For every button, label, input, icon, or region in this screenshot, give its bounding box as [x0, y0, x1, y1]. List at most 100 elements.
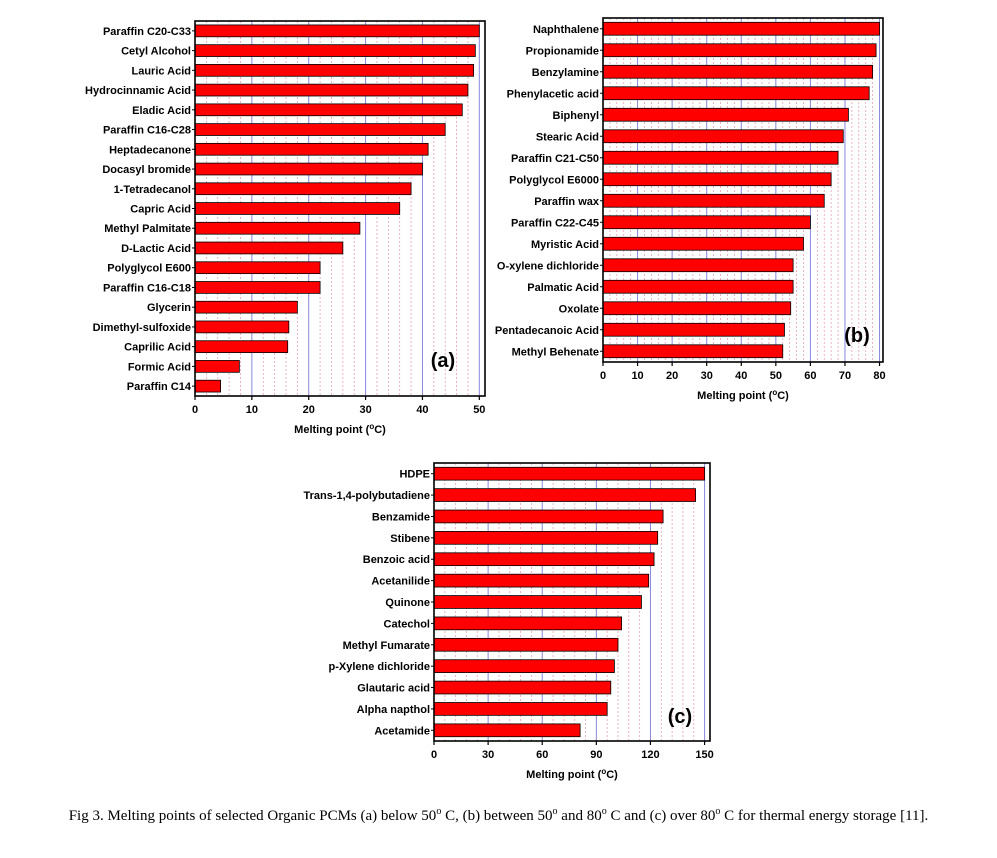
- chart-a-category-label: Formic Acid: [128, 361, 191, 373]
- chart-b-bar: [602, 172, 832, 187]
- chart-a-category-label: Eladic Acid: [132, 105, 191, 117]
- chart-b-panel-label: (b): [844, 325, 870, 347]
- chart-c-bar: [433, 466, 705, 481]
- chart-c-melting-over-80: HDPE Trans-1,4-polybutadiene Benzamide Stib…: [303, 462, 714, 781]
- chart-c-category-label: Trans-1,4-polybutadiene: [303, 490, 430, 502]
- chart-a-plot-frame: [194, 20, 486, 397]
- chart-c-bar: [433, 573, 650, 588]
- chart-b-category-label: Methyl Behenate: [512, 346, 599, 358]
- chart-c-x-tick-label: 30: [482, 749, 494, 761]
- chart-a-category-label: Hydrocinnamic Acid: [85, 85, 191, 97]
- chart-c-bar: [433, 702, 608, 716]
- chart-b-x-tick-label: 40: [735, 370, 747, 382]
- chart-a-bar: [194, 162, 423, 176]
- chart-b-bar: [602, 21, 880, 36]
- chart-a-category-label: Paraffin C14: [127, 381, 192, 393]
- chart-b-category-label: Naphthalene: [533, 24, 599, 36]
- chart-b-category-label: Myristic Acid: [531, 239, 599, 251]
- caption-text-5: C for thermal energy storage [11].: [720, 808, 929, 824]
- chart-a-category-label: Caprilic Acid: [124, 342, 191, 354]
- chart-a-bar: [194, 182, 412, 196]
- chart-b-category-label: Polyglycol E6000: [509, 174, 599, 186]
- chart-a-x-tick-label: 20: [303, 404, 315, 416]
- chart-b-category-label: Benzylamine: [532, 67, 599, 79]
- chart-b-category-label: Propionamide: [526, 45, 599, 57]
- chart-b-category-label: Pentadecanoic Acid: [495, 325, 599, 337]
- chart-c-category-label: Stibene: [390, 533, 430, 545]
- chart-c-panel-label: (c): [668, 706, 692, 728]
- chart-a-category-label: Lauric Acid: [132, 65, 192, 77]
- chart-a-x-tick-label: 30: [359, 404, 371, 416]
- chart-a-x-tick-label: 50: [473, 404, 485, 416]
- chart-a-category-label: Polyglycol E600: [107, 263, 191, 275]
- chart-c-category-label: Acetamide: [374, 725, 430, 737]
- chart-c-x-tick-label: 0: [431, 749, 437, 761]
- chart-a-bar: [194, 320, 290, 334]
- chart-c-bar: [433, 531, 659, 545]
- chart-b-category-label: Biphenyl: [553, 110, 599, 122]
- chart-c-x-tick-label: 60: [536, 749, 548, 761]
- chart-b-x-tick-label: 80: [873, 370, 885, 382]
- chart-b-x-tick-label: 70: [839, 370, 851, 382]
- chart-b-bar: [602, 322, 785, 337]
- chart-c-category-label: Benzamide: [372, 511, 430, 523]
- chart-b-bar: [602, 129, 844, 144]
- chart-b-bar: [602, 107, 849, 122]
- chart-a-bar: [194, 44, 476, 57]
- chart-b-x-tick-label: 30: [701, 370, 713, 382]
- chart-c-category-label: HDPE: [399, 469, 430, 481]
- chart-b-plot-frame: [602, 17, 884, 363]
- chart-b-category-label: Paraffin wax: [534, 196, 600, 208]
- chart-b-category-label: Paraffin C21-C50: [511, 153, 599, 165]
- chart-c-category-label: Methyl Fumarate: [343, 640, 430, 652]
- chart-a-bar: [194, 281, 321, 294]
- chart-a-category-label: Docasyl bromide: [102, 164, 191, 176]
- chart-a-category-label: Dimethyl-sulfoxide: [93, 322, 191, 334]
- caption-sup-3: o: [601, 806, 607, 817]
- chart-a-bar: [194, 123, 446, 136]
- chart-c-category-label: Benzoic acid: [363, 554, 430, 566]
- chart-c-category-label: Quinone: [385, 597, 430, 609]
- chart-c-bar: [433, 488, 696, 502]
- chart-b-bar: [602, 215, 811, 230]
- chart-a-bar: [194, 300, 298, 314]
- chart-c-bar: [433, 680, 612, 695]
- chart-c-bar: [433, 659, 615, 673]
- chart-a-category-label: Paraffin C16-C18: [103, 282, 191, 294]
- chart-a-category-label: Paraffin C16-C28: [103, 125, 191, 137]
- chart-b-category-label: Paraffin C22-C45: [511, 217, 599, 229]
- chart-c-bar: [433, 616, 623, 631]
- chart-b-category-label: Palmatic Acid: [527, 282, 599, 294]
- chart-a-bar: [194, 103, 463, 117]
- chart-c-x-tick-label: 90: [590, 749, 602, 761]
- chart-b-bar: [602, 236, 804, 251]
- chart-a-bar: [194, 202, 401, 215]
- chart-b-bar: [602, 258, 794, 273]
- caption-sup-2: o: [552, 806, 558, 817]
- chart-c-x-tick-label: 150: [695, 749, 713, 761]
- chart-a-category-label: Paraffin C20-C33: [103, 26, 191, 38]
- chart-c-category-label: Catechol: [384, 618, 430, 630]
- chart-a-category-label: D-Lactic Acid: [121, 243, 191, 255]
- chart-c-bar: [433, 723, 581, 738]
- chart-a-bar: [194, 83, 469, 97]
- chart-a-bar: [194, 379, 221, 393]
- caption-text-3: and 80: [557, 808, 602, 824]
- figure-caption: Fig 3. Melting points of selected Organi…: [0, 805, 997, 828]
- chart-b-category-label: Oxolate: [559, 303, 599, 315]
- chart-b-bar: [602, 86, 870, 101]
- chart-a-x-tick-label: 0: [192, 404, 198, 416]
- chart-b-x-tick-label: 0: [600, 370, 606, 382]
- chart-b-melting-50-to-80: Naphthalene Propionamide Benzylamine Phenyl…: [495, 17, 886, 402]
- chart-b-x-axis-title: Melting point (oC): [697, 388, 789, 402]
- caption-sup-1: o: [436, 806, 442, 817]
- chart-c-bar: [433, 552, 655, 567]
- chart-a-panel-label: (a): [431, 350, 455, 372]
- chart-c-x-tick-label: 120: [641, 749, 659, 761]
- chart-b-category-label: Phenylacetic acid: [507, 88, 599, 100]
- chart-b-bar: [602, 301, 792, 316]
- chart-a-category-label: 1-Tetradecanol: [114, 184, 191, 196]
- chart-c-category-label: p-Xylene dichloride: [329, 661, 430, 673]
- chart-a-category-label: Capric Acid: [130, 204, 191, 216]
- chart-a-bar: [194, 64, 475, 77]
